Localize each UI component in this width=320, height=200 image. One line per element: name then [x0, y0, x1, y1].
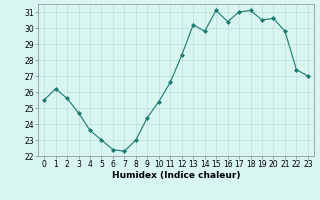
X-axis label: Humidex (Indice chaleur): Humidex (Indice chaleur)	[112, 171, 240, 180]
